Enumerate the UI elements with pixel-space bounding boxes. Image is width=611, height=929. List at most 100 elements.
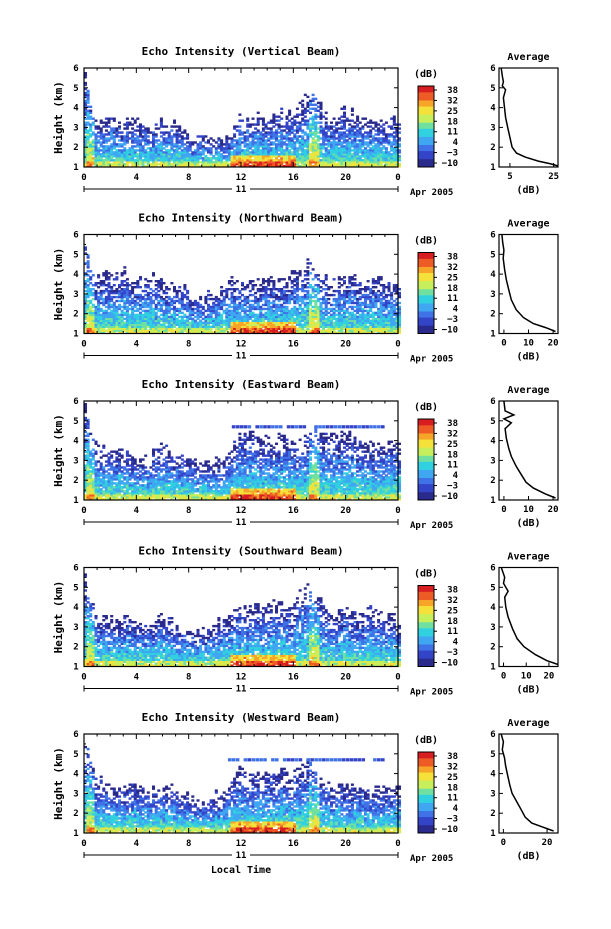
heatmap-cell bbox=[84, 321, 88, 324]
heatmap-cell bbox=[379, 329, 383, 332]
heatmap-cell bbox=[97, 151, 101, 154]
heatmap-cell bbox=[180, 145, 184, 148]
heatmap-cell bbox=[387, 331, 391, 334]
heatmap-cell bbox=[259, 161, 263, 164]
colorbar-band bbox=[418, 295, 434, 298]
heatmap-cell bbox=[374, 161, 378, 164]
y-tick-label: 1 bbox=[73, 163, 78, 173]
heatmap-cell bbox=[233, 159, 237, 162]
heatmap-cell bbox=[350, 278, 354, 281]
heatmap-cell bbox=[125, 149, 129, 152]
heatmap-cell bbox=[285, 121, 289, 124]
heatmap-cell bbox=[104, 165, 108, 168]
heatmap-cell bbox=[112, 291, 116, 295]
heatmap-cell bbox=[248, 289, 252, 293]
heatmap-cell bbox=[379, 125, 383, 128]
heatmap-cell bbox=[128, 325, 132, 328]
heatmap-cell bbox=[269, 143, 273, 146]
heatmap-cell bbox=[356, 157, 360, 160]
heatmap-cell bbox=[86, 157, 90, 160]
heatmap-cell bbox=[144, 155, 148, 158]
heatmap-cell bbox=[275, 293, 279, 297]
heatmap-cell bbox=[369, 288, 373, 291]
heatmap-cell bbox=[293, 149, 297, 152]
heatmap-cell bbox=[243, 297, 247, 301]
heatmap-cell bbox=[356, 115, 360, 118]
heatmap-cell bbox=[233, 289, 237, 293]
heatmap-cell bbox=[118, 127, 122, 130]
heatmap-cell bbox=[243, 321, 247, 324]
heatmap-cell bbox=[275, 323, 279, 326]
heatmap-cell bbox=[89, 157, 93, 160]
heatmap-cell bbox=[267, 321, 271, 324]
heatmap-cell bbox=[102, 133, 106, 136]
heatmap-cell bbox=[353, 149, 357, 152]
heatmap-cell bbox=[214, 159, 218, 162]
heatmap-cell bbox=[387, 135, 391, 138]
heatmap-cell bbox=[298, 135, 302, 138]
heatmap-cell bbox=[193, 301, 197, 305]
heatmap-cell bbox=[110, 309, 114, 313]
heatmap-cell bbox=[110, 317, 114, 321]
heatmap-cell bbox=[131, 149, 135, 152]
heatmap-cell bbox=[144, 157, 148, 160]
heatmap-cell bbox=[146, 331, 150, 334]
heatmap-cell bbox=[136, 280, 140, 283]
heatmap-cell bbox=[243, 295, 247, 299]
heatmap-cell bbox=[149, 315, 153, 319]
heatmap-cell bbox=[125, 127, 129, 130]
heatmap-cell bbox=[118, 321, 122, 324]
heatmap-cell bbox=[110, 147, 114, 150]
heatmap-cell bbox=[165, 327, 169, 330]
heatmap-cell bbox=[288, 149, 292, 152]
heatmap-cell bbox=[330, 303, 334, 307]
heatmap-cell bbox=[369, 327, 373, 330]
heatmap-cell bbox=[337, 163, 341, 166]
heatmap-cell bbox=[199, 295, 203, 299]
heatmap-cell bbox=[191, 303, 195, 307]
heatmap-cell bbox=[220, 301, 224, 305]
heatmap-cell bbox=[125, 307, 129, 311]
heatmap-cell bbox=[303, 141, 307, 144]
heatmap-cell bbox=[379, 311, 383, 315]
heatmap-cell bbox=[327, 157, 331, 160]
heatmap-cell bbox=[152, 147, 156, 150]
colorbar-band bbox=[418, 160, 434, 164]
heatmap-cell bbox=[306, 289, 310, 293]
heatmap-cell bbox=[311, 331, 315, 334]
heatmap-cell bbox=[267, 323, 271, 326]
heatmap-cell bbox=[377, 133, 381, 136]
heatmap-cell bbox=[350, 301, 354, 305]
heatmap-cell bbox=[246, 295, 250, 299]
heatmap-cell bbox=[358, 143, 362, 146]
heatmap-cell bbox=[301, 331, 305, 334]
heatmap-cell bbox=[280, 137, 284, 140]
heatmap-cell bbox=[235, 153, 239, 156]
heatmap-cell bbox=[248, 313, 252, 317]
heatmap-cell bbox=[225, 161, 229, 164]
heatmap-cell bbox=[188, 143, 192, 146]
heatmap-cell bbox=[319, 303, 323, 307]
heatmap-cell bbox=[319, 159, 323, 162]
heatmap-cell bbox=[330, 293, 334, 297]
heatmap-cell bbox=[104, 147, 108, 150]
heatmap-cell bbox=[288, 157, 292, 160]
heatmap-cell bbox=[384, 137, 388, 140]
heatmap-cell bbox=[256, 151, 260, 154]
heatmap-cell bbox=[84, 299, 88, 303]
heatmap-cell bbox=[335, 299, 339, 303]
heatmap-cell bbox=[256, 111, 260, 114]
heatmap-cell bbox=[277, 307, 281, 311]
heatmap-cell bbox=[343, 323, 347, 326]
heatmap-cell bbox=[306, 297, 310, 301]
heatmap-cell bbox=[191, 153, 195, 156]
heatmap-cell bbox=[136, 319, 140, 322]
heatmap-cell bbox=[280, 111, 284, 114]
heatmap-cell bbox=[316, 143, 320, 146]
heatmap-cell bbox=[94, 305, 98, 309]
heatmap-cell bbox=[251, 329, 255, 332]
heatmap-cell bbox=[141, 319, 145, 322]
heatmap-cell bbox=[377, 149, 381, 152]
heatmap-cell bbox=[348, 286, 352, 289]
heatmap-cell bbox=[123, 163, 127, 166]
